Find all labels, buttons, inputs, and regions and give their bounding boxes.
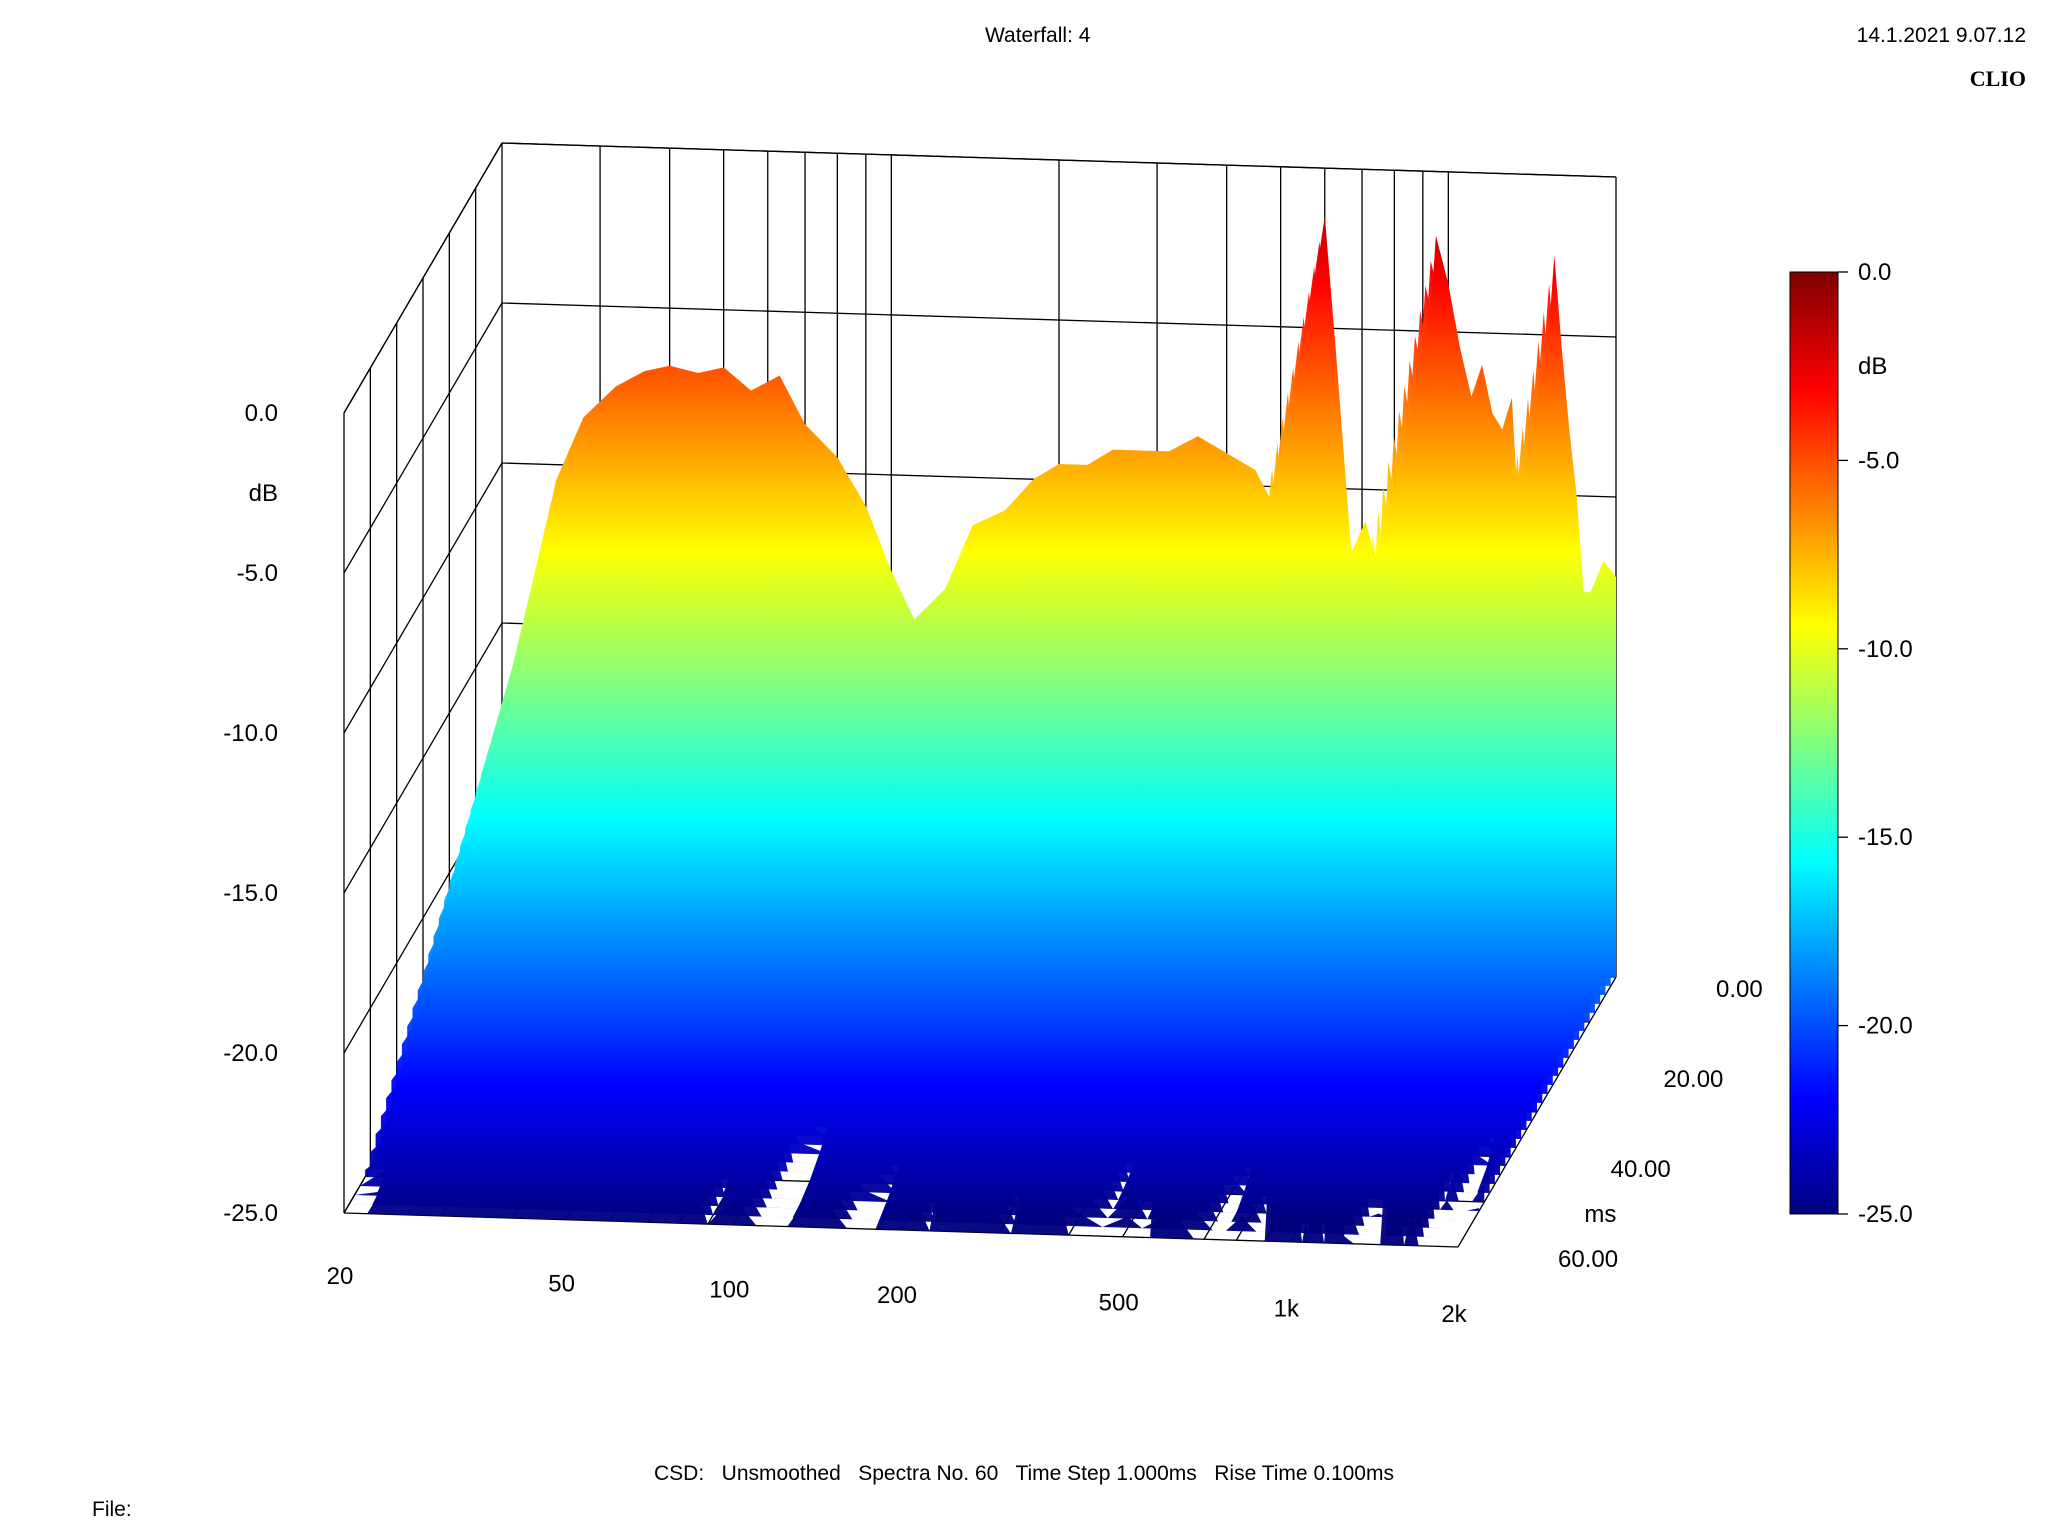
time-tick-label: 60.00	[1558, 1246, 1618, 1273]
time-tick-label: 40.00	[1611, 1156, 1671, 1183]
time-axis-label: ms	[1584, 1201, 1616, 1228]
colorbar-unit-label: dB	[1858, 353, 1887, 380]
colorbar-tick-label: 0.0	[1858, 259, 1891, 286]
time-tick-label: 20.00	[1663, 1066, 1723, 1093]
file-label: File:	[92, 1498, 132, 1521]
freq-tick-label: 100	[709, 1276, 749, 1303]
waterfall-surface	[344, 216, 1616, 1247]
waterfall-slice	[344, 969, 1458, 1247]
db-tick-label: 0.0	[245, 400, 278, 427]
colorbar-tick-label: -5.0	[1858, 447, 1899, 474]
db-tick-label: -15.0	[223, 880, 278, 907]
measurement-info: CSD: Unsmoothed Spectra No. 60 Time Step…	[654, 1462, 1394, 1485]
timestamp: 14.1.2021 9.07.12	[1856, 24, 2026, 47]
freq-tick-label: 50	[548, 1271, 575, 1298]
freq-tick-label: 500	[1099, 1290, 1139, 1317]
freq-tick-label: 20	[327, 1263, 354, 1290]
freq-tick-label: 2k	[1441, 1301, 1467, 1328]
chart-title: Waterfall: 4	[985, 24, 1091, 47]
colorbar: 0.0 -5.0 -10.0 -15.0 -20.0 -25.0 dB	[1789, 259, 1913, 1228]
colorbar-bar	[1789, 271, 1839, 1215]
brand-logo: CLIO	[1969, 66, 2026, 91]
db-tick-label: -25.0	[223, 1200, 278, 1227]
colorbar-tick-label: -10.0	[1858, 636, 1913, 663]
db-tick-label: -10.0	[223, 720, 278, 747]
db-tick-label: -5.0	[237, 560, 278, 587]
colorbar-tick-label: -15.0	[1858, 824, 1913, 851]
colorbar-tick-label: -20.0	[1858, 1013, 1913, 1040]
colorbar-tick-label: -25.0	[1858, 1201, 1913, 1228]
freq-tick-label: 1k	[1274, 1295, 1300, 1322]
axis-labels: 0.0 -5.0 -10.0 -15.0 -20.0 -25.0 dB 20 50 100 200 5…	[223, 400, 1762, 1328]
db-axis-label: dB	[249, 480, 278, 507]
time-tick-label: 0.00	[1716, 976, 1763, 1003]
db-tick-label: -20.0	[223, 1040, 278, 1067]
freq-tick-label: 200	[877, 1282, 917, 1309]
